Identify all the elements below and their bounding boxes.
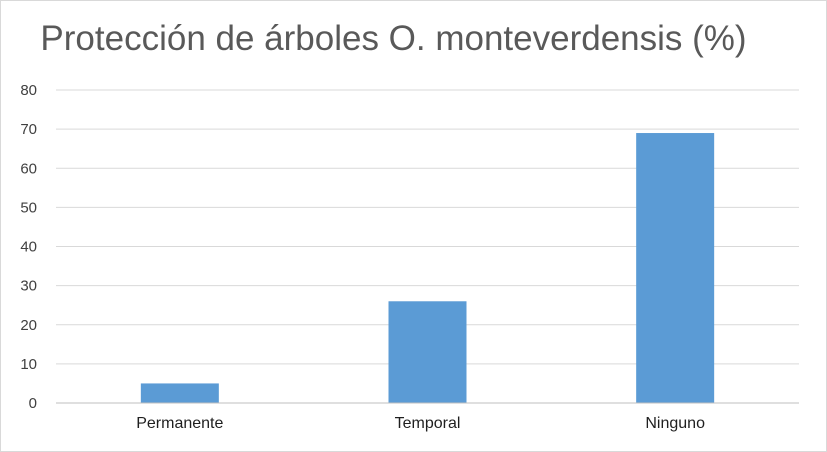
bar-temporal bbox=[388, 301, 467, 403]
x-tick-label-ninguno: Ninguno bbox=[645, 415, 705, 432]
y-tick-label-40: 40 bbox=[20, 239, 37, 256]
bar-permanente bbox=[140, 383, 219, 403]
bars bbox=[140, 133, 715, 403]
bar-ninguno bbox=[636, 133, 715, 403]
y-tick-label-80: 80 bbox=[20, 82, 37, 99]
y-tick-label-10: 10 bbox=[20, 356, 37, 373]
x-tick-label-permanente: Permanente bbox=[136, 415, 223, 432]
y-tick-label-50: 50 bbox=[20, 199, 37, 216]
y-axis-tick-labels: 0 10 20 30 40 50 60 70 80 bbox=[20, 82, 37, 412]
x-axis-category-labels: Permanente Temporal Ninguno bbox=[136, 415, 705, 432]
chart-title: Protección de árboles O. monteverdensis … bbox=[40, 19, 747, 58]
y-tick-label-20: 20 bbox=[20, 317, 37, 334]
y-tick-label-0: 0 bbox=[29, 395, 37, 412]
x-tick-label-temporal: Temporal bbox=[395, 415, 461, 432]
y-tick-label-70: 70 bbox=[20, 121, 37, 138]
y-tick-label-60: 60 bbox=[20, 160, 37, 177]
y-tick-label-30: 30 bbox=[20, 278, 37, 295]
